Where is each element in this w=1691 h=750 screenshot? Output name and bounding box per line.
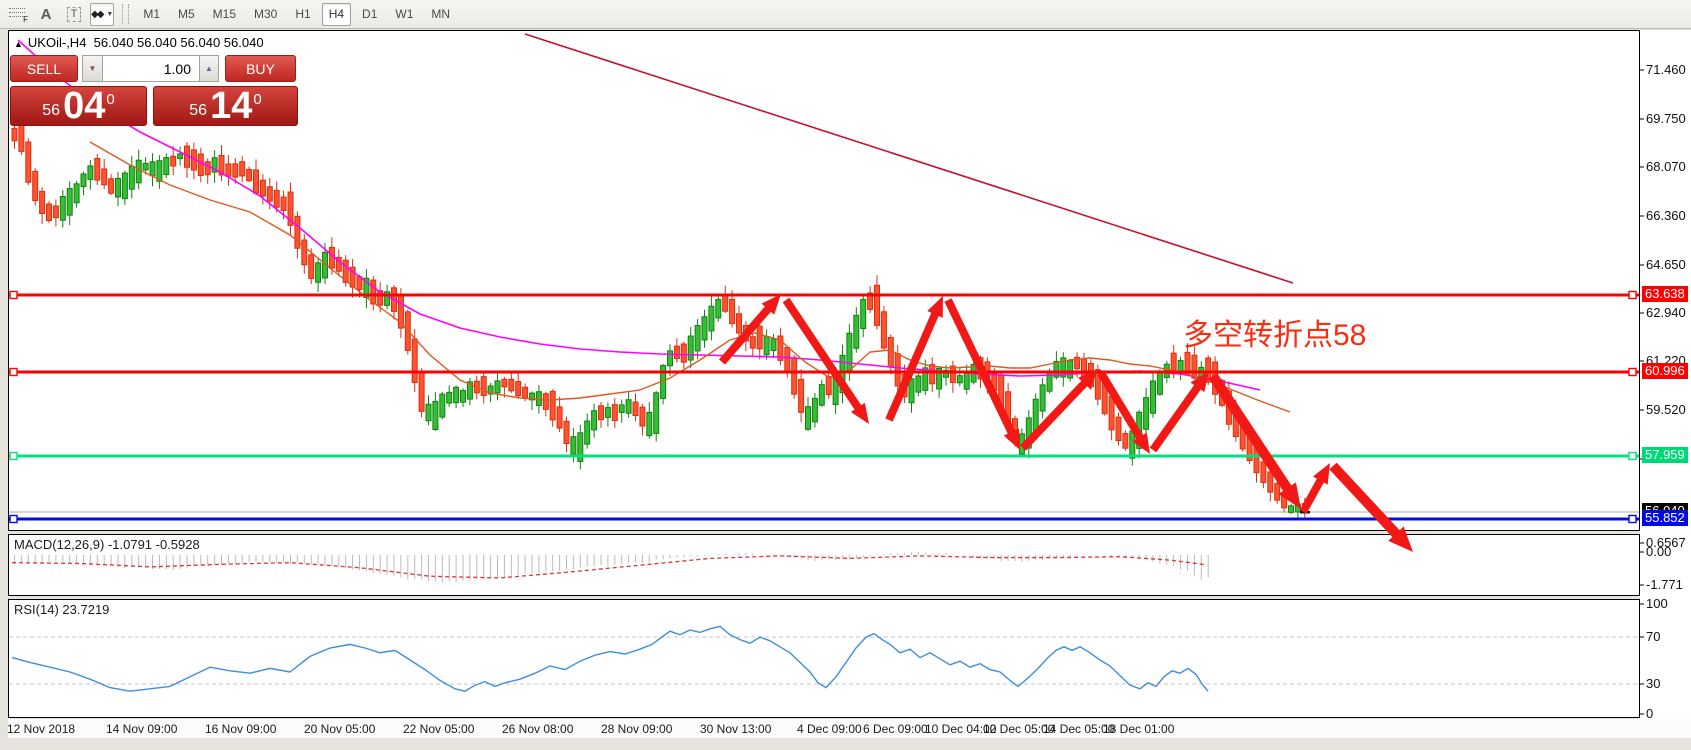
toolbar: F A T ◆◆ ▼ M1 M5 M15 M30 H1 H4 D1 W1 MN [0,0,1691,29]
indicator-grid-icon[interactable]: F [6,3,30,26]
date-tick-label: 22 Nov 05:00 [403,722,475,736]
axis-tick-label: 0 [1646,706,1654,721]
date-tick-label: 4 Dec 09:00 [797,722,862,736]
price-line-label: 60.996 [1642,363,1688,379]
timeframe-button-H1[interactable]: H1 [295,7,311,21]
axis-tick-label: 71.460 [1646,62,1686,77]
price-line-label: 63.638 [1642,286,1688,302]
axis-tick-label: 69.750 [1646,111,1686,126]
one-click-trade-panel: SELL ▼ 1.00 ▲ BUY 56 04 0 56 14 0 [10,55,298,126]
sell-price-display[interactable]: 56 04 0 [10,86,147,126]
axis-tick-label: 30 [1646,676,1661,691]
timeframe-button-H4[interactable]: H4 [321,2,352,26]
date-tick-label: 30 Nov 13:00 [700,722,772,736]
timeframe-button-D1[interactable]: D1 [362,7,378,21]
symbol-header: ▲ UKOil-,H4 56.040 56.040 56.040 56.040 [14,35,264,50]
rsi-panel[interactable] [8,599,1640,718]
date-tick-label: 28 Nov 09:00 [601,722,673,736]
buy-price-display[interactable]: 56 14 0 [153,86,298,126]
axis-tick-label: 70 [1646,629,1661,644]
macd-label: MACD(12,26,9) -1.0791 -0.5928 [14,537,200,552]
date-tick-label: 16 Nov 09:00 [205,722,277,736]
axis-tick-label: 68.070 [1646,159,1686,174]
volume-decrease-icon[interactable]: ▼ [82,55,102,82]
rsi-label: RSI(14) 23.7219 [14,602,110,617]
axis-tick-label: -1.771 [1646,577,1683,592]
date-axis-strip [8,719,1691,738]
buy-button[interactable]: BUY [225,55,296,82]
buy-price-prefix: 56 [189,102,208,119]
axis-tick-label: 100 [1646,596,1668,611]
timeframe-button-M30[interactable]: M30 [254,7,278,21]
price-line-label: 57.959 [1642,447,1688,463]
volume-increase-icon[interactable]: ▲ [200,55,219,82]
sell-price-big: 04 [63,85,106,127]
sell-price-sup: 0 [106,91,115,108]
axis-tick-label: 62.940 [1646,305,1686,320]
text-tool-icon[interactable]: T [62,3,86,26]
axis-tick-label: 64.650 [1646,257,1686,272]
toolbar-separator [122,4,130,24]
date-tick-label: 10 Dec 04:00 [925,722,997,736]
font-a-icon[interactable]: A [40,5,52,23]
date-tick-label: 20 Nov 05:00 [304,722,376,736]
timeframe-toolbar: M1 M5 M15 M30 H1 H4 D1 W1 MN [136,2,461,26]
price-line-label: 55.852 [1642,510,1688,526]
timeframe-button-M5[interactable]: M5 [178,7,195,21]
macd-panel[interactable] [8,534,1640,596]
chart-text-annotation[interactable]: 多空转折点58 [1183,319,1367,352]
axis-tick-label: 59.520 [1646,402,1686,417]
axis-tick-label: 66.360 [1646,208,1686,223]
date-tick-label: 26 Nov 08:00 [502,722,574,736]
arrows-tool-icon: ◆◆ [91,8,104,20]
grid-lines-icon: F [9,7,28,24]
axis-tick-label: 0.00 [1646,544,1672,559]
date-tick-label: 14 Nov 09:00 [106,722,178,736]
buy-price-sup: 0 [253,91,262,108]
symbol-name: UKOil-,H4 [27,35,87,50]
date-tick-label: 18 Dec 01:00 [1103,722,1175,736]
ohlc-quotes: 56.040 56.040 56.040 56.040 [93,35,264,50]
date-tick-label: 14 Dec 05:00 [1043,722,1115,736]
collapse-triangle-icon[interactable]: ▲ [14,39,23,49]
date-tick-label: 12 Dec 05:00 [983,722,1055,736]
axis-tick-label: 0.6567 [1646,535,1686,550]
timeframe-button-MN[interactable]: MN [431,7,451,21]
timeframe-button-M1[interactable]: M1 [143,7,160,21]
macd-values: -1.0791 -0.5928 [107,537,200,552]
timeframe-button-M15[interactable]: M15 [212,7,237,21]
dropdown-caret-icon: ▼ [106,10,114,18]
timeframe-button-W1[interactable]: W1 [395,7,414,21]
arrows-tool-button[interactable]: ◆◆ ▼ [90,2,115,26]
sell-button[interactable]: SELL [10,55,78,82]
sell-price-prefix: 56 [42,102,61,119]
date-tick-label: 12 Nov 2018 [7,722,76,736]
rsi-value: 23.7219 [62,602,110,617]
buy-price-big: 14 [210,85,253,127]
volume-input[interactable]: 1.00 [102,55,200,82]
date-tick-label: 6 Dec 09:00 [863,722,928,736]
